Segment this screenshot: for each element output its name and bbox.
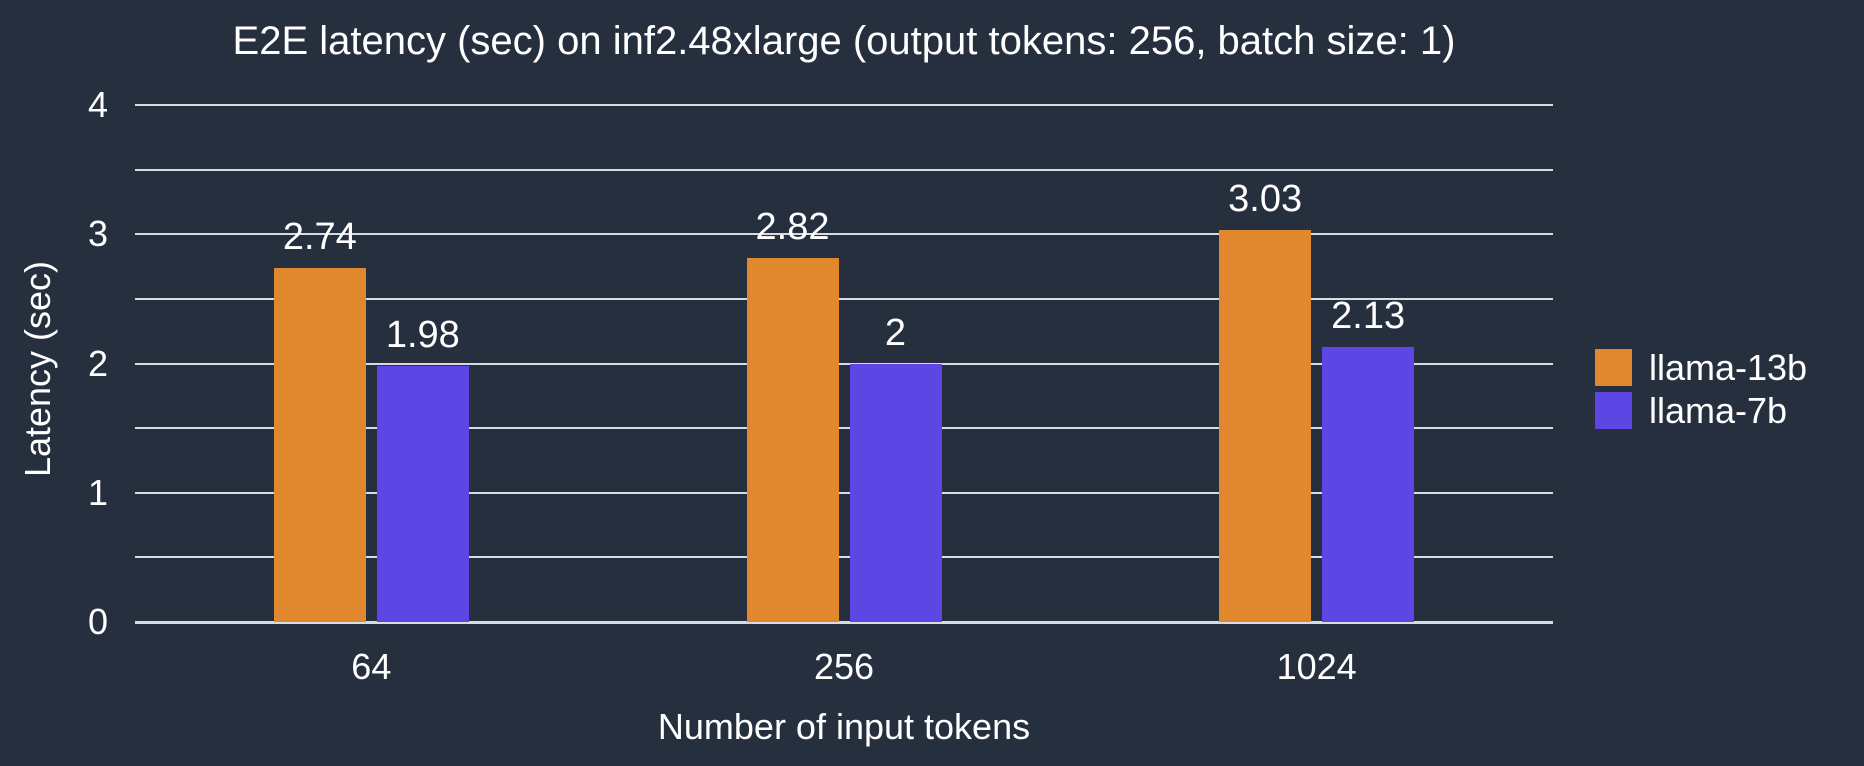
gridline bbox=[135, 362, 1553, 365]
legend-item-llama-7b: llama-7b bbox=[1595, 392, 1807, 429]
value-label-llama-7b-256: 2 bbox=[884, 311, 907, 354]
x-axis-title: Number of input tokens bbox=[657, 706, 1031, 747]
x-tick-label-256: 256 bbox=[813, 646, 875, 687]
chart-title: E2E latency (sec) on inf2.48xlarge (outp… bbox=[232, 19, 1456, 63]
gridline bbox=[135, 233, 1553, 236]
bar-llama-7b-1024 bbox=[1322, 346, 1415, 622]
gridline bbox=[135, 491, 1553, 494]
gridline bbox=[135, 556, 1553, 559]
value-label-llama-7b-64: 1.98 bbox=[385, 314, 460, 357]
gridline bbox=[135, 104, 1553, 106]
bar-llama-13b-256 bbox=[746, 257, 839, 622]
gridline bbox=[135, 168, 1553, 171]
x-tick-label-64: 64 bbox=[351, 646, 392, 687]
value-label-llama-7b-1024: 2.13 bbox=[1331, 294, 1406, 337]
y-tick-label: 2 bbox=[87, 342, 108, 384]
value-label-llama-13b-256: 2.82 bbox=[755, 205, 830, 248]
bar-llama-7b-256 bbox=[849, 363, 942, 622]
value-label-llama-13b-1024: 3.03 bbox=[1228, 178, 1303, 221]
y-tick-label: 3 bbox=[87, 213, 108, 255]
gridline bbox=[135, 427, 1553, 430]
bar-llama-7b-64 bbox=[376, 366, 469, 622]
y-tick-label: 0 bbox=[87, 601, 108, 642]
legend-item-llama-13b: llama-13b bbox=[1595, 349, 1807, 386]
legend-swatch-llama-7b bbox=[1595, 392, 1632, 429]
x-tick-label-1024: 1024 bbox=[1276, 646, 1357, 687]
legend: llama-13b llama-7b bbox=[1595, 349, 1807, 429]
legend-swatch-llama-13b bbox=[1595, 349, 1632, 386]
gridline bbox=[135, 297, 1553, 300]
bar-llama-13b-64 bbox=[273, 267, 366, 622]
legend-label-llama-13b: llama-13b bbox=[1649, 347, 1808, 388]
gridline bbox=[135, 621, 1553, 624]
legend-label-llama-7b: llama-7b bbox=[1649, 390, 1788, 431]
y-tick-label: 4 bbox=[87, 84, 108, 125]
bar-llama-13b-1024 bbox=[1219, 230, 1312, 622]
value-label-llama-13b-64: 2.74 bbox=[282, 215, 357, 258]
y-tick-label: 1 bbox=[87, 471, 108, 513]
